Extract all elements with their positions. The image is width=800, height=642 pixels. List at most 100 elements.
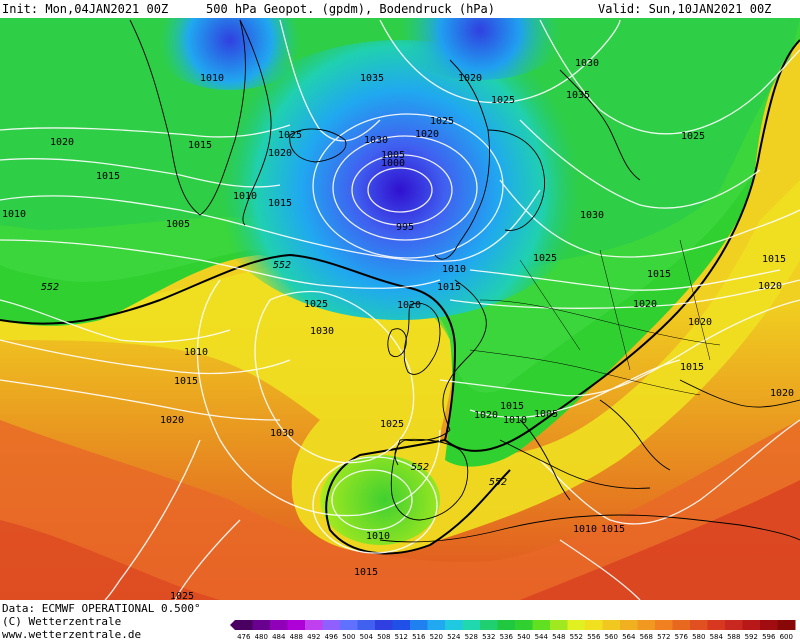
header-bar: Init: Mon,04JAN2021 00Z 500 hPa Geopot. … [0, 0, 800, 18]
isobar-label: 1035 [566, 90, 590, 101]
isobar-label: 1010 [184, 347, 208, 358]
isobar-label: 1010 [503, 415, 527, 426]
color-swatch [515, 620, 533, 630]
isobar-label: 1015 [601, 524, 625, 535]
color-scale-tick: 496 [325, 633, 339, 641]
isobar-label: 1015 [188, 140, 212, 151]
isobar-label: 1015 [268, 198, 292, 209]
isobar-label: 1010 [233, 191, 257, 202]
color-scale-tick: 528 [465, 633, 478, 641]
color-swatch [357, 620, 376, 630]
color-scale-tick: 532 [482, 633, 495, 641]
geopotential-label: 552 [41, 282, 59, 293]
color-swatch [497, 620, 516, 630]
color-scale-tick: 540 [517, 633, 530, 641]
color-swatch [445, 620, 463, 630]
color-scale-tick: 576 [675, 633, 689, 641]
contour-552-cutoff [325, 439, 511, 555]
color-swatch [725, 620, 743, 630]
isobar-label: 1020 [633, 299, 657, 310]
color-swatch [270, 620, 288, 630]
color-scale-tick: 588 [727, 633, 740, 641]
color-swatch [235, 620, 253, 630]
color-swatch [620, 620, 638, 630]
color-scale-tick: 580 [692, 633, 705, 641]
isobar-label: 1015 [437, 282, 461, 293]
isobar-label: 995 [396, 222, 414, 233]
data-source: Data: ECMWF OPERATIONAL 0.500° [2, 602, 201, 615]
isobar-label: 1025 [170, 591, 194, 600]
geopotential-label: 552 [489, 477, 507, 488]
copyright: (C) Wetterzentrale [2, 615, 122, 628]
isobar-label: 1030 [310, 326, 334, 337]
isobar-label: 1000 [381, 158, 405, 169]
isobar-label: 1025 [380, 419, 404, 430]
color-swatch [340, 620, 358, 630]
color-swatch [602, 620, 621, 630]
isobar-label: 1030 [580, 210, 604, 221]
color-swatch [532, 620, 551, 630]
geopotential-552-labels: 552 552 552 552 [41, 260, 507, 488]
isobar-label: 1010 [2, 209, 26, 220]
isobar-label: 1015 [647, 269, 671, 280]
color-scale-tick: 592 [745, 633, 758, 641]
coastlines [129, 19, 800, 543]
color-swatch [480, 620, 498, 630]
color-scale: 476 480 484 488 492 496 500 504 508 512 516 520 524 5… [230, 620, 796, 641]
isobar-label: 1030 [575, 58, 599, 69]
color-swatch [287, 620, 306, 630]
color-scale-tick: 480 [255, 633, 268, 641]
color-swatch [427, 620, 446, 630]
color-scale-tick: 568 [640, 633, 653, 641]
color-scale-tick: 524 [447, 633, 461, 641]
color-scale-tick: 572 [657, 633, 670, 641]
color-scale-tick: 488 [290, 633, 303, 641]
color-scale-tick: 600 [780, 633, 793, 641]
isobar-label: 1005 [534, 409, 558, 420]
color-scale-tick: 500 [342, 633, 355, 641]
isobar-label: 1020 [268, 148, 292, 159]
isobar-label: 1005 [381, 150, 405, 161]
color-scale-tick: 560 [605, 633, 618, 641]
isobar-label: 1020 [397, 300, 421, 311]
color-scale-tick: 484 [272, 633, 286, 641]
color-swatch [655, 620, 673, 630]
color-swatch [305, 620, 323, 630]
color-scale-tick: 564 [622, 633, 636, 641]
isobar-label: 1025 [430, 116, 454, 127]
init-time: Init: Mon,04JAN2021 00Z [2, 2, 169, 16]
isobar-label: 1035 [360, 73, 384, 84]
color-scale-tick: 492 [307, 633, 320, 641]
isobar-label: 1025 [681, 131, 705, 142]
color-swatch [585, 620, 603, 630]
color-swatch [637, 620, 656, 630]
isobar-label: 1020 [415, 129, 439, 140]
color-scale-tick: 508 [377, 633, 390, 641]
color-swatch [410, 620, 428, 630]
color-swatch [707, 620, 726, 630]
isobar-label: 1010 [573, 524, 597, 535]
color-scale-tick: 520 [430, 633, 443, 641]
color-swatch [550, 620, 568, 630]
color-scale-tick: 512 [395, 633, 408, 641]
weather-map: 1010 1035 1020 1030 1025 1035 1025 1025 1030 1020… [0, 18, 800, 600]
isobar-label: 1015 [500, 401, 524, 412]
isobar-label: 1015 [354, 567, 378, 578]
isobar-label: 1015 [762, 254, 786, 265]
color-scale-tick: 516 [412, 633, 426, 641]
color-swatch [375, 620, 393, 630]
isobar-label: 1025 [533, 253, 557, 264]
isobar-label: 1010 [200, 73, 224, 84]
color-swatch [392, 620, 411, 630]
map-title: 500 hPa Geopot. (gpdm), Bodendruck (hPa) [206, 2, 495, 16]
geopotential-label: 552 [273, 260, 291, 271]
color-swatch [252, 620, 271, 630]
isobar-label: 1020 [770, 388, 794, 399]
isobar-label: 1010 [366, 531, 390, 542]
website: www.wetterzentrale.de [2, 628, 142, 641]
color-scale-tick: 596 [762, 633, 776, 641]
color-scale-tick: 548 [552, 633, 565, 641]
color-swatch [672, 620, 691, 630]
isobar-label: 1025 [278, 130, 302, 141]
isobar-label: 1025 [304, 299, 328, 310]
